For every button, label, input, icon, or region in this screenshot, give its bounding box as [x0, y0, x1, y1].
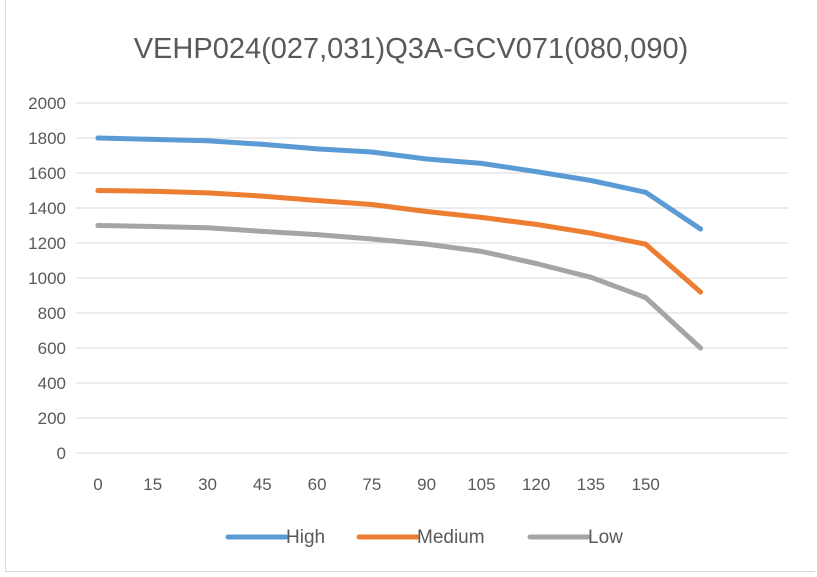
chart-title: VEHP024(027,031)Q3A-GCV071(080,090): [134, 33, 689, 65]
data-point-high: [697, 226, 703, 232]
data-point-low: [95, 223, 101, 228]
data-point-medium: [533, 221, 539, 227]
x-tick-label: 150: [632, 475, 660, 494]
data-point-high: [259, 141, 265, 147]
legend-label: Medium: [417, 527, 485, 548]
data-point-high: [533, 169, 539, 175]
data-point-low: [424, 241, 430, 247]
legend-item-low: Low: [527, 527, 623, 548]
legend: High Medium Low: [225, 527, 623, 548]
x-tick-label: 45: [253, 475, 272, 494]
data-point-low: [150, 224, 156, 230]
series-line-low: [95, 223, 703, 351]
data-point-low: [697, 345, 703, 351]
x-axis-tick-labels: 0 15 30 45 60 75 90 105 120 135 150: [93, 475, 660, 494]
legend-label: Low: [588, 527, 623, 548]
data-point-medium: [369, 202, 375, 207]
y-axis-tick-labels: 0 200 400 600 800 1000 1200 1400 1600 1800 2000: [28, 94, 66, 463]
x-tick-label: 120: [522, 475, 550, 494]
data-point-low: [205, 225, 211, 231]
data-point-high: [369, 149, 375, 155]
y-tick-label: 400: [38, 374, 66, 393]
x-tick-label: 30: [198, 475, 217, 494]
data-point-low: [643, 295, 649, 301]
data-point-high: [643, 189, 649, 195]
data-point-medium: [478, 214, 484, 220]
y-tick-label: 2000: [28, 94, 66, 113]
data-point-medium: [205, 190, 211, 196]
data-point-high: [205, 138, 211, 144]
x-tick-label: 75: [362, 475, 381, 494]
data-point-high: [95, 135, 101, 141]
x-tick-label: 15: [143, 475, 162, 494]
data-point-medium: [95, 188, 101, 193]
data-point-medium: [314, 197, 320, 203]
x-tick-label: 105: [467, 475, 495, 494]
legend-item-high: High: [225, 527, 325, 548]
y-tick-label: 200: [38, 409, 66, 428]
chart-frame: VEHP024(027,031)Q3A-GCV071(080,090) 0 200…: [5, 0, 815, 572]
y-tick-label: 1200: [28, 234, 66, 253]
y-tick-label: 1000: [28, 269, 66, 288]
data-point-high: [314, 146, 320, 152]
data-point-low: [259, 228, 265, 234]
y-tick-label: 800: [38, 304, 66, 323]
x-tick-label: 135: [577, 475, 605, 494]
data-point-low: [588, 274, 594, 280]
data-point-low: [369, 236, 375, 242]
line-chart: VEHP024(027,031)Q3A-GCV071(080,090) 0 200…: [28, 33, 788, 548]
x-tick-label: 90: [417, 475, 436, 494]
y-tick-label: 1400: [28, 199, 66, 218]
y-tick-label: 1800: [28, 129, 66, 148]
gridlines: [76, 102, 788, 419]
data-point-high: [424, 156, 430, 162]
series-lines: [95, 135, 703, 351]
data-point-low: [478, 248, 484, 254]
series-line-medium: [95, 188, 703, 295]
data-point-high: [150, 136, 156, 142]
data-point-low: [533, 260, 539, 266]
series-line-high: [95, 135, 703, 232]
data-point-high: [478, 160, 484, 166]
y-tick-label: 1600: [28, 164, 66, 183]
data-point-medium: [424, 209, 430, 214]
data-point-low: [314, 232, 320, 238]
data-point-medium: [150, 188, 156, 194]
data-point-medium: [697, 289, 703, 295]
data-point-high: [588, 178, 594, 184]
x-tick-label: 60: [308, 475, 327, 494]
x-tick-label: 0: [93, 475, 102, 494]
legend-item-medium: Medium: [356, 527, 485, 548]
y-tick-label: 0: [57, 444, 66, 463]
legend-label: High: [286, 527, 325, 548]
data-point-medium: [588, 230, 594, 236]
data-point-medium: [643, 241, 649, 247]
data-point-medium: [259, 193, 265, 199]
y-tick-label: 600: [38, 339, 66, 358]
